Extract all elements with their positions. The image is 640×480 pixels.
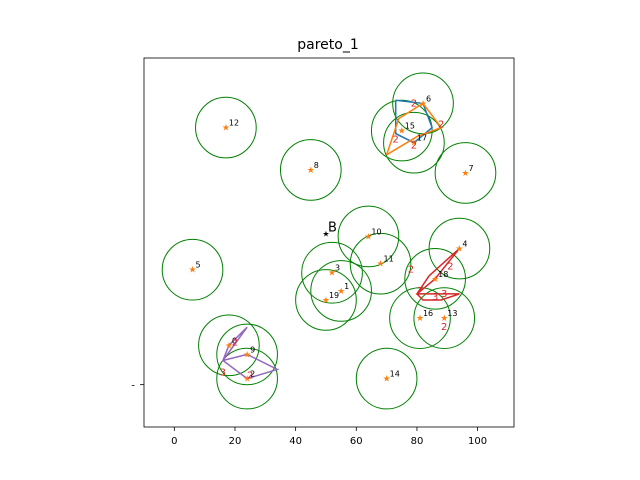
node-label-11: 11 — [384, 255, 394, 264]
node-point-3: ★ — [328, 269, 336, 279]
node-point-2: ★ — [243, 375, 251, 385]
edge-label-5: 2 — [447, 262, 453, 273]
edge-label-1: 2 — [411, 98, 417, 109]
plot-frame — [143, 57, 515, 428]
node-point-10: ★ — [364, 232, 372, 242]
node-point-4: ★ — [455, 245, 463, 255]
edge-label-7: 2 — [417, 286, 423, 297]
coverage-circle-1 — [310, 260, 372, 322]
node-point-16: ★ — [416, 314, 424, 324]
node-label-19: 19 — [329, 291, 339, 300]
node-label-3: 3 — [335, 264, 340, 273]
coverage-circle-12 — [195, 96, 257, 159]
route-line-2 — [385, 102, 443, 156]
edge-label-3: 2 — [393, 135, 399, 146]
node-points: ★★★★★★★★★★★★★★★★★★★★ — [188, 99, 469, 384]
base-marker: ★B — [322, 220, 337, 238]
node-label-10: 10 — [371, 227, 381, 236]
node-point-9: ★ — [243, 350, 251, 360]
route-line-4 — [221, 326, 280, 380]
node-point-8: ★ — [307, 166, 315, 176]
node-label-0: 0 — [232, 336, 237, 345]
x-tick-label-40: 40 — [289, 436, 302, 447]
x-tick-label-60: 60 — [350, 436, 363, 447]
coverage-circle-19 — [295, 269, 357, 331]
node-label-2: 2 — [250, 370, 255, 379]
node-label-8: 8 — [314, 161, 319, 170]
coverage-circle-0 — [198, 314, 260, 377]
x-tick-label-20: 20 — [229, 436, 242, 447]
node-label-14: 14 — [390, 370, 400, 379]
node-label-16: 16 — [423, 309, 433, 318]
y-axis: - — [131, 381, 144, 392]
coverage-circle-11 — [349, 232, 412, 295]
edge-label-12: 3 — [220, 368, 226, 379]
edge-label-13: 2 — [247, 371, 253, 382]
node-label-17: 17 — [417, 134, 427, 143]
node-label-18: 18 — [438, 270, 448, 279]
coverage-circle-7 — [434, 142, 497, 204]
edge-label-4: 2 — [411, 141, 417, 152]
node-point-6: ★ — [419, 99, 427, 109]
coverage-circle-2 — [216, 347, 278, 410]
edge-label-2: 2 — [438, 120, 444, 131]
coverage-circle-4 — [428, 217, 491, 280]
coverage-circle-13 — [413, 287, 476, 349]
coverage-circle-18 — [404, 247, 466, 310]
coverage-circle-17 — [383, 111, 445, 174]
node-point-19: ★ — [322, 296, 330, 306]
coverage-circle-3 — [301, 241, 363, 304]
x-axis: 0 20 40 60 80 100 — [171, 427, 487, 447]
edge-label-8: 3 — [432, 292, 438, 303]
node-label-15: 15 — [405, 122, 415, 131]
y-tick-label-0: - — [131, 381, 135, 392]
edge-label-9: 3 — [441, 289, 447, 300]
route-line-3 — [415, 247, 460, 301]
base-point: ★ — [322, 229, 329, 238]
route-lines — [221, 99, 460, 380]
base-label: B — [328, 220, 337, 235]
node-label-13: 13 — [447, 309, 457, 318]
node-point-12: ★ — [222, 124, 230, 134]
node-point-17: ★ — [410, 139, 418, 149]
x-tick-label-80: 80 — [411, 436, 424, 447]
chart-title: pareto_1 — [297, 37, 359, 53]
edge-label-10: 2 — [441, 322, 447, 333]
coverage-circle-9 — [216, 323, 278, 386]
coverage-circles — [161, 72, 497, 410]
node-point-7: ★ — [461, 169, 469, 179]
coverage-circle-10 — [337, 205, 400, 268]
node-label-5: 5 — [196, 261, 201, 270]
edge-label-11: 2 — [232, 337, 238, 348]
node-point-1: ★ — [337, 287, 345, 297]
node-label-9: 9 — [250, 345, 255, 354]
node-point-0: ★ — [225, 341, 233, 351]
node-point-18: ★ — [431, 275, 439, 285]
coverage-circle-14 — [355, 347, 418, 410]
node-label-7: 7 — [468, 164, 473, 173]
node-point-14: ★ — [383, 375, 391, 385]
node-label-1: 1 — [344, 282, 349, 291]
coverage-circle-8 — [279, 139, 342, 201]
x-tick-label-100: 100 — [468, 436, 487, 447]
node-label-6: 6 — [426, 94, 431, 103]
coverage-circle-16 — [389, 287, 451, 349]
edge-label-6: 2 — [408, 265, 414, 276]
node-label-4: 4 — [462, 240, 467, 249]
node-label-12: 12 — [229, 119, 239, 128]
node-point-15: ★ — [398, 127, 406, 137]
node-point-5: ★ — [188, 266, 196, 276]
coverage-circle-5 — [161, 238, 224, 301]
node-point-11: ★ — [377, 260, 385, 270]
x-tick-label-0: 0 — [171, 436, 177, 447]
node-point-13: ★ — [440, 314, 448, 324]
